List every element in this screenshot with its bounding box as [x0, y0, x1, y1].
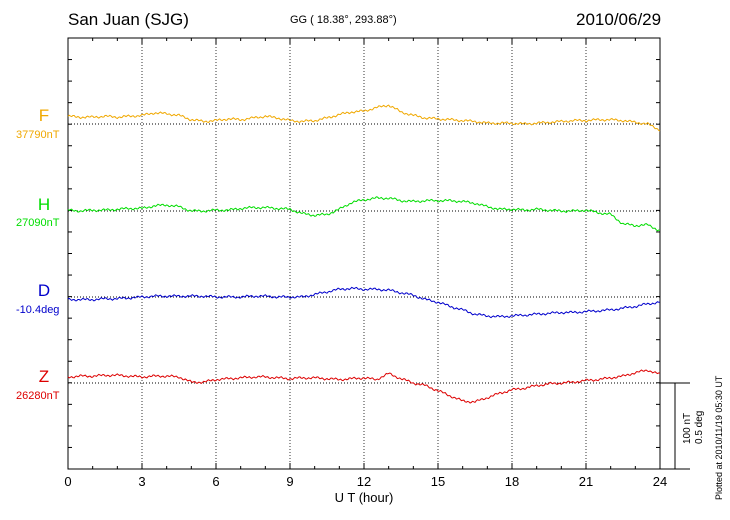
x-tick-label-18: 18 — [505, 474, 519, 489]
series-line-h — [67, 196, 661, 232]
geo-coordinates: GG ( 18.38°, 293.88°) — [290, 14, 397, 26]
x-tick-label-0: 0 — [64, 474, 71, 489]
x-tick-label-9: 9 — [286, 474, 293, 489]
x-tick-label-21: 21 — [579, 474, 593, 489]
x-tick-label-24: 24 — [653, 474, 667, 489]
component-label-f: F — [38, 106, 50, 125]
component-label-h: H — [37, 195, 51, 214]
scale-bar — [660, 382, 690, 470]
series-lines — [67, 104, 661, 404]
plotted-timestamp: Plotted at 2010/11/19 05:30 UT — [714, 375, 724, 500]
x-tick-labels: 0 3 6 9 12 15 18 21 24 — [64, 474, 667, 489]
scale-label-deg: 0.5 deg — [694, 410, 705, 444]
baseline-label-f: 37790nT — [16, 129, 60, 141]
series-line-f — [67, 104, 661, 132]
x-tick-label-6: 6 — [212, 474, 219, 489]
x-tick-label-15: 15 — [431, 474, 445, 489]
scale-label-nt: 100 nT — [682, 412, 693, 444]
x-tick-label-12: 12 — [357, 474, 371, 489]
x-tick-label-3: 3 — [138, 474, 145, 489]
grid-lines — [141, 38, 587, 469]
baseline-label-z: 26280nT — [16, 390, 60, 402]
component-label-d: D — [37, 281, 51, 300]
series-line-d — [67, 286, 661, 319]
x-axis-label: U T (hour) — [335, 490, 394, 505]
baseline-label-h: 27090nT — [16, 217, 60, 229]
date-label: 2010/06/29 — [576, 10, 662, 29]
series-line-z — [67, 369, 661, 404]
station-title: San Juan (SJG) — [68, 10, 189, 29]
baseline-label-d: -10.4deg — [16, 304, 60, 316]
component-label-z: Z — [38, 367, 50, 386]
